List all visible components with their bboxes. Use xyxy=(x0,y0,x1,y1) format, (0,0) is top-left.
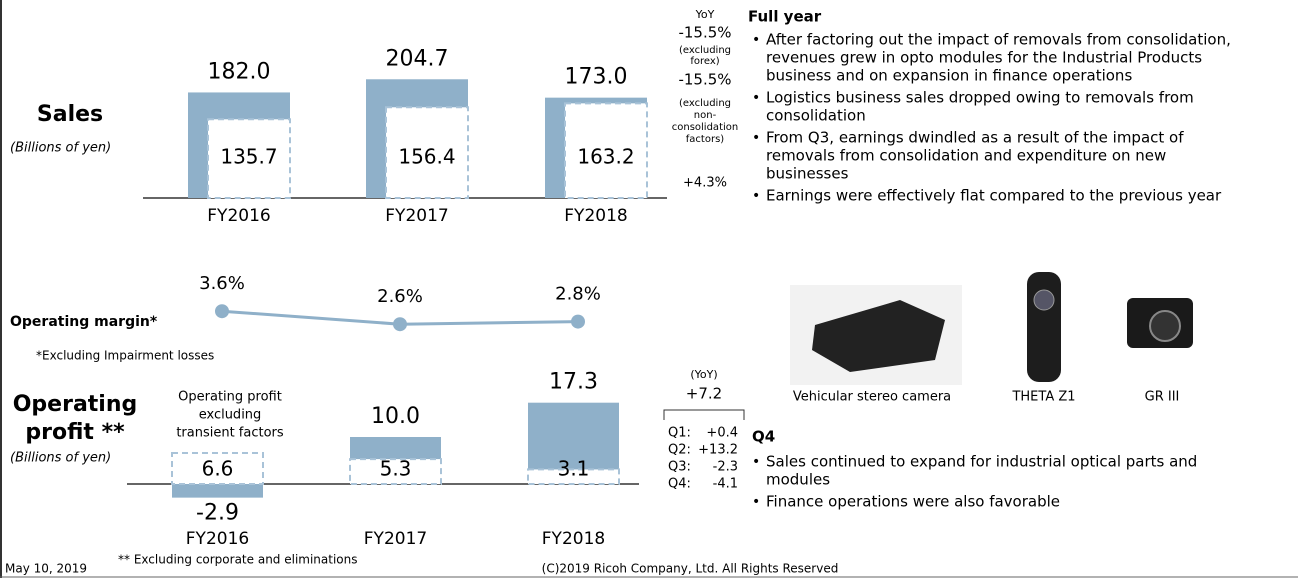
product-label: THETA Z1 xyxy=(1011,390,1075,405)
yoy-forex: -15.5% xyxy=(678,71,731,89)
profit-label: profit ** xyxy=(25,420,125,445)
bar xyxy=(172,484,263,498)
profit-annotation: excluding xyxy=(199,408,262,423)
bullet: • xyxy=(752,188,760,204)
value-label: 173.0 xyxy=(565,65,628,90)
quarter-label: Q1: xyxy=(668,426,691,441)
quarter-value: +0.4 xyxy=(706,426,738,441)
quarter-label: Q3: xyxy=(668,460,691,475)
margin-point xyxy=(571,315,585,329)
category-label: FY2016 xyxy=(207,206,270,226)
value-label: 10.0 xyxy=(371,404,420,429)
bullet-text: Finance operations were also favorable xyxy=(766,493,1060,511)
product-images xyxy=(790,272,1193,385)
bullet: • xyxy=(752,90,760,106)
margin-value: 2.8% xyxy=(555,284,601,305)
category-label: FY2018 xyxy=(542,529,605,549)
margin-note: *Excluding Impairment losses xyxy=(36,349,214,363)
bullet-text: consolidation xyxy=(766,107,866,125)
profit-annotation: transient factors xyxy=(176,426,284,441)
slide: Sales (Billions of yen) Operating margin* *… xyxy=(0,0,1298,578)
product-label: GR III xyxy=(1145,390,1180,405)
footer-note: ** Excluding corporate and eliminations xyxy=(118,553,358,567)
yoy-heading: YoY xyxy=(695,8,715,21)
section-title: Q4 xyxy=(752,428,775,446)
value-label: -2.9 xyxy=(196,501,239,526)
margin-point xyxy=(393,317,407,331)
profit-annotation: Operating profit xyxy=(178,390,282,405)
quarter-label: Q4: xyxy=(668,477,691,492)
inner-label: 163.2 xyxy=(577,145,634,169)
bullet: • xyxy=(752,454,760,470)
profit-label: Operating xyxy=(13,392,138,417)
yoy-note: factors) xyxy=(686,134,725,145)
sales-label: Sales xyxy=(37,102,103,127)
section-title: Full year xyxy=(748,8,822,26)
yoy-total: +7.2 xyxy=(686,385,722,403)
margin-point xyxy=(215,304,229,318)
category-label: FY2018 xyxy=(564,206,627,226)
bullet-text: modules xyxy=(766,471,830,489)
inner-label: 3.1 xyxy=(558,457,590,481)
bullet: • xyxy=(752,494,760,510)
category-label: FY2017 xyxy=(364,529,427,549)
yoy-note: forex) xyxy=(690,56,719,67)
yoy-cons: +4.3% xyxy=(683,176,727,191)
margin-label: Operating margin* xyxy=(10,314,158,330)
quarter-value: +13.2 xyxy=(698,443,738,458)
value-label: 17.3 xyxy=(549,370,598,395)
value-label: 182.0 xyxy=(208,59,271,84)
bullet-text: business and on expansion in finance ope… xyxy=(766,67,1132,85)
product-label: Vehicular stereo camera xyxy=(793,390,951,405)
category-label: FY2016 xyxy=(186,529,249,549)
bullet-text: businesses xyxy=(766,165,849,183)
sales-unit: (Billions of yen) xyxy=(10,141,111,156)
inner-label: 5.3 xyxy=(380,457,412,481)
quarter-label: Q2: xyxy=(668,443,691,458)
bullet-text: removals from consolidation and expendit… xyxy=(766,147,1166,165)
yoy-note: consolidation xyxy=(672,122,738,133)
profit-unit: (Billions of yen) xyxy=(10,451,111,466)
inner-label: 135.7 xyxy=(220,145,277,169)
bullet-text: Logistics business sales dropped owing t… xyxy=(766,89,1194,107)
quarter-value: -4.1 xyxy=(713,477,738,492)
bullet-text: Earnings were effectively flat compared … xyxy=(766,187,1222,205)
bullet: • xyxy=(752,32,760,48)
inner-label: 6.6 xyxy=(202,457,234,481)
bullet-text: From Q3, earnings dwindled as a result o… xyxy=(766,129,1184,147)
bullet-text: After factoring out the impact of remova… xyxy=(766,31,1231,49)
margin-value: 3.6% xyxy=(199,273,245,294)
yoy-heading: (YoY) xyxy=(690,368,717,381)
inner-label: 156.4 xyxy=(398,145,455,169)
yoy-note: non- xyxy=(694,110,717,121)
value-label: 204.7 xyxy=(386,46,449,71)
yoy-note: (excluding xyxy=(679,98,731,109)
quarter-value: -2.3 xyxy=(713,460,738,475)
bullet-text: Sales continued to expand for industrial… xyxy=(766,453,1197,471)
margin-value: 2.6% xyxy=(377,286,423,307)
bracket xyxy=(664,410,744,420)
bullet: • xyxy=(752,130,760,146)
category-label: FY2017 xyxy=(385,206,448,226)
yoy-note: (excluding xyxy=(679,45,731,56)
footer-copyright: (C)2019 Ricoh Company, Ltd. All Rights R… xyxy=(542,562,839,576)
yoy-total: -15.5% xyxy=(678,24,731,42)
bullet-text: revenues grew in opto modules for the In… xyxy=(766,49,1202,67)
footer-date: May 10, 2019 xyxy=(5,562,87,576)
